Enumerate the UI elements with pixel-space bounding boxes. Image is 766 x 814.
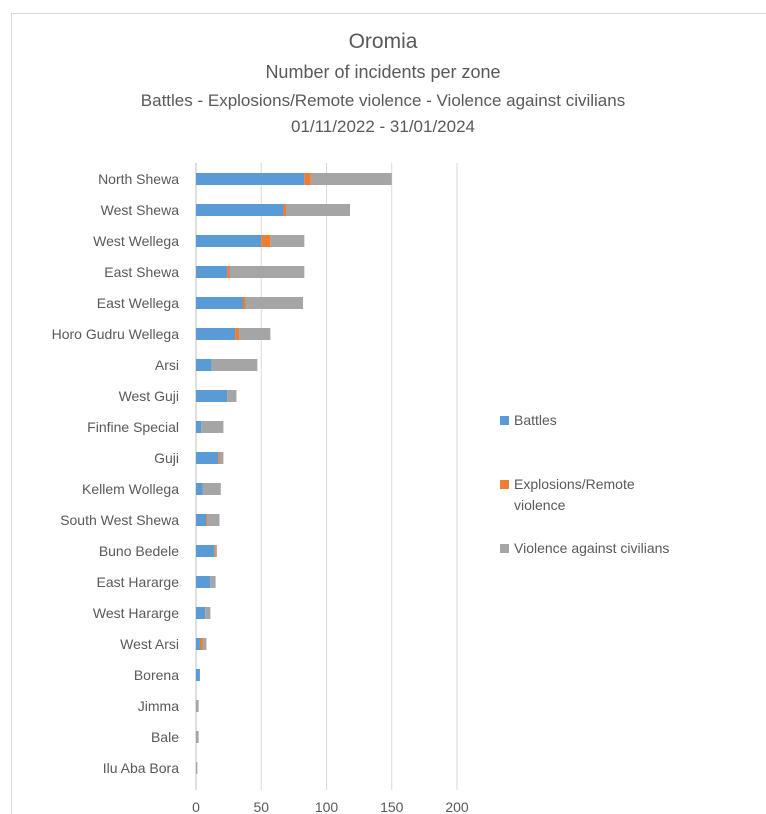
category-label: Arsi xyxy=(155,357,179,373)
legend-swatch-violence-against-civilians xyxy=(500,544,509,553)
chart-subtitle: Number of incidents per zone xyxy=(265,62,501,82)
category-label: South West Shewa xyxy=(60,512,179,528)
bar-segment-explosions-remote-violence xyxy=(206,514,208,526)
category-label: West Hararge xyxy=(93,605,179,621)
legend-label-violence-against-civilians: Violence against civilians xyxy=(514,540,670,556)
bar-segment-violence-against-civilians xyxy=(215,545,217,557)
bar-segment-battles xyxy=(196,638,200,650)
bar-segment-explosions-remote-violence xyxy=(235,328,240,340)
legend-swatch-explosions xyxy=(500,480,509,489)
bar-segment-battles xyxy=(196,421,202,433)
chart-date-range: 01/11/2022 - 31/01/2024 xyxy=(290,117,475,136)
bar-segment-violence-against-civilians xyxy=(202,483,221,495)
bar-segment-violence-against-civilians xyxy=(286,204,350,216)
category-label: Guji xyxy=(154,450,179,466)
legend-item-battles: Battles xyxy=(500,410,694,431)
category-label: East Wellega xyxy=(97,295,179,311)
bar-segment-violence-against-civilians xyxy=(310,173,392,185)
bar-segment-violence-against-civilians xyxy=(202,638,207,650)
legend-item-explosions: Explosions/Remote violence xyxy=(500,474,694,516)
bar-segment-battles xyxy=(196,545,215,557)
bar-segment-violence-against-civilians xyxy=(196,700,199,712)
bar-segment-battles xyxy=(196,390,228,402)
bar-segment-violence-against-civilians xyxy=(239,328,271,340)
bar-segment-battles xyxy=(196,607,206,619)
bar-segment-explosions-remote-violence xyxy=(199,638,203,650)
category-label: West Wellega xyxy=(93,233,179,249)
x-tick-label: 0 xyxy=(192,799,200,814)
bar-segment-battles xyxy=(196,235,262,247)
bar-segment-battles xyxy=(196,452,219,464)
x-tick-label: 50 xyxy=(253,799,269,814)
bar-segment-battles xyxy=(196,266,228,278)
category-label: Horo Gudru Wellega xyxy=(52,326,180,342)
bar-segment-battles xyxy=(196,173,305,185)
x-tick-label: 200 xyxy=(445,799,469,814)
bar-segment-violence-against-civilians xyxy=(207,514,220,526)
bar-segment-battles xyxy=(196,514,207,526)
category-label: East Shewa xyxy=(104,264,179,280)
bar-segment-violence-against-civilians xyxy=(219,452,224,464)
chart-title: Oromia xyxy=(348,30,418,53)
category-label: Kellem Wollega xyxy=(82,481,179,497)
bar-segment-explosions-remote-violence xyxy=(283,204,287,216)
bar-segment-battles xyxy=(196,576,211,588)
legend-swatch-battles xyxy=(500,416,509,425)
category-label: North Shewa xyxy=(98,171,179,187)
bar-segment-battles xyxy=(196,328,236,340)
bars xyxy=(196,173,392,774)
category-label: West Shewa xyxy=(101,202,180,218)
bar-segment-explosions-remote-violence xyxy=(261,235,271,247)
category-label: Ilu Aba Bora xyxy=(103,760,179,776)
bar-segment-explosions-remote-violence xyxy=(304,173,311,185)
category-label: East Hararge xyxy=(97,574,180,590)
legend-label-explosions: Explosions/Remote violence xyxy=(514,476,635,513)
legend-item-violence-against-civilians: Violence against civilians xyxy=(500,538,694,559)
category-label: West Arsi xyxy=(120,636,179,652)
legend-label-battles: Battles xyxy=(514,412,557,428)
bar-segment-battles xyxy=(196,297,243,309)
category-label: Buno Bedele xyxy=(99,543,179,559)
bar-segment-violence-against-civilians xyxy=(210,576,216,588)
bar-segment-explosions-remote-violence xyxy=(227,266,230,278)
bar-segment-violence-against-civilians xyxy=(196,762,198,774)
chart-subtitle-series: Battles - Explosions/Remote violence - V… xyxy=(140,91,626,110)
bar-segment-battles xyxy=(196,669,200,681)
x-axis-ticks: 0 50 100 150 200 xyxy=(192,799,469,814)
bar-segment-battles xyxy=(196,483,203,495)
bar-segment-violence-against-civilians xyxy=(229,266,305,278)
bar-segment-explosions-remote-violence xyxy=(242,297,246,309)
bar-segment-violence-against-civilians xyxy=(270,235,305,247)
category-label: West Guji xyxy=(119,388,179,404)
category-label: Finfine Special xyxy=(87,419,179,435)
bar-segment-explosions-remote-violence xyxy=(218,452,220,464)
bar-segment-battles xyxy=(196,359,212,371)
x-tick-label: 150 xyxy=(380,799,404,814)
category-label: Borena xyxy=(134,667,179,683)
category-label: Bale xyxy=(151,729,179,745)
bar-segment-violence-against-civilians xyxy=(211,359,258,371)
chart-frame xyxy=(11,13,766,814)
bar-segment-violence-against-civilians xyxy=(201,421,224,433)
bar-segment-violence-against-civilians xyxy=(245,297,304,309)
bar-segment-violence-against-civilians xyxy=(227,390,237,402)
bar-segment-violence-against-civilians xyxy=(196,731,199,743)
bar-segment-battles xyxy=(196,204,284,216)
x-tick-label: 100 xyxy=(315,799,339,814)
bar-segment-violence-against-civilians xyxy=(205,607,211,619)
category-labels: North Shewa West Shewa West Wellega East Sh… xyxy=(52,171,180,776)
bar-segment-explosions-remote-violence xyxy=(214,545,216,557)
gridlines xyxy=(195,163,458,790)
category-label: Jimma xyxy=(138,698,179,714)
